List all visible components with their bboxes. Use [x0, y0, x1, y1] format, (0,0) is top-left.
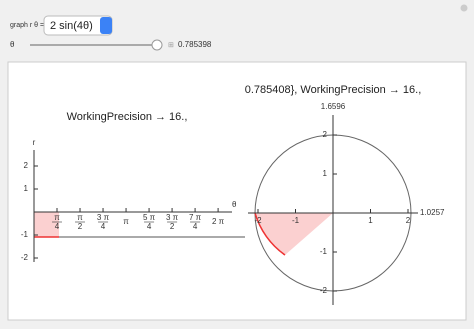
x-tick-label: 2 π: [212, 217, 225, 226]
x-tick-label: 2: [406, 216, 411, 225]
right-x-label: 1.0257: [420, 208, 445, 217]
right-text: 0.785408}, WorkingPrecision → 16.,: [245, 84, 422, 96]
left-text: WorkingPrecision → 16.,: [67, 111, 188, 123]
x-tick-den: 4: [193, 222, 198, 231]
x-tick-label: 5 π: [143, 213, 156, 222]
x-tick-label: π: [54, 213, 60, 222]
y-tick-label: 1: [323, 169, 328, 178]
y-tick-label: -1: [320, 247, 328, 256]
x-tick-label: 3 π: [166, 213, 179, 222]
x-tick-den: 4: [147, 222, 152, 231]
x-tick-label: π: [77, 213, 83, 222]
y-tick-label: -2: [21, 253, 29, 262]
x-tick-label: 7 π: [189, 213, 202, 222]
left-x-label: θ: [232, 200, 237, 209]
function-value: 2 sin(4θ): [50, 20, 93, 32]
y-tick-label: -1: [21, 230, 29, 239]
x-tick-label: -1: [292, 216, 300, 225]
y-tick-label: 2: [323, 130, 328, 139]
x-tick-label: π: [123, 217, 129, 226]
x-tick-label: -2: [254, 216, 262, 225]
x-tick-den: 2: [170, 222, 175, 231]
slider-thumb[interactable]: [151, 39, 163, 51]
options-button[interactable]: [460, 4, 468, 12]
y-tick-label: 1: [24, 184, 29, 193]
x-tick-den: 2: [78, 222, 83, 231]
right-top-label: 1.6596: [321, 102, 346, 111]
y-tick-label: 2: [24, 161, 29, 170]
slider-value: 0.785398: [178, 40, 212, 49]
x-tick-label: 3 π: [97, 213, 110, 222]
polar-wedge: [255, 213, 333, 255]
panel: [7, 61, 467, 321]
x-tick-den: 4: [55, 222, 60, 231]
graph-label: graph r θ =: [10, 22, 44, 29]
x-tick-den: 4: [101, 222, 106, 231]
polar-arc: [254, 212, 286, 256]
dropdown-arrow[interactable]: [100, 17, 112, 34]
slider-label: θ: [10, 40, 15, 49]
y-tick-label: -2: [320, 286, 328, 295]
slider-plus[interactable]: ⊞: [168, 42, 174, 49]
shaded-area: [34, 212, 59, 237]
left-y-label: r: [33, 138, 36, 147]
x-tick-label: 1: [368, 216, 373, 225]
